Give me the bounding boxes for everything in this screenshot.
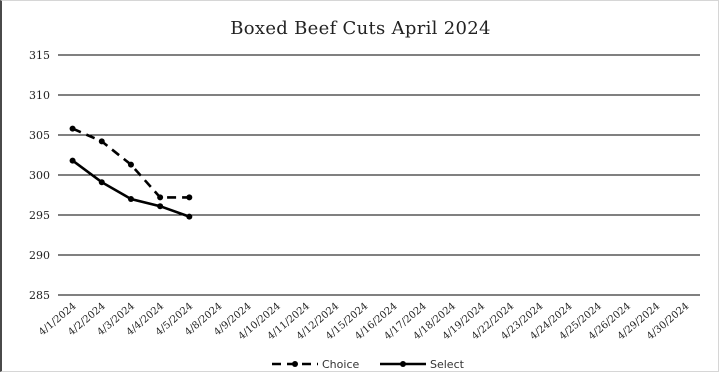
y-tick-label: 310 [29, 89, 50, 102]
y-tick-label: 290 [29, 249, 50, 262]
data-point-choice [157, 194, 164, 201]
legend-marker [400, 361, 406, 367]
series-line-select [71, 159, 190, 218]
data-point-select [69, 157, 76, 164]
legend-marker [292, 361, 298, 367]
data-point-select [127, 196, 134, 202]
y-tick-label: 300 [29, 169, 50, 182]
data-point-select [98, 179, 105, 186]
y-tick-label: 305 [29, 129, 50, 142]
y-tick-label: 315 [29, 49, 50, 62]
data-point-select [157, 203, 164, 210]
data-point-choice [69, 125, 76, 132]
legend: Choice Select [272, 358, 465, 371]
data-point-choice [127, 161, 134, 168]
series-line-choice [72, 127, 190, 199]
legend-label-choice: Choice [322, 358, 359, 371]
chart-title: Boxed Beef Cuts April 2024 [230, 18, 491, 39]
x-tick-labels: 4/1/20244/2/20244/3/20244/4/20244/5/2024… [37, 301, 691, 342]
data-point-select [186, 213, 193, 220]
y-tick-label: 285 [29, 289, 50, 302]
gridlines [58, 54, 700, 296]
series-lines [69, 125, 193, 220]
legend-label-select: Select [430, 358, 465, 371]
data-point-choice [98, 138, 105, 145]
y-tick-labels: 285 290 295 300 305 310 315 [29, 49, 50, 302]
data-point-choice [186, 194, 193, 201]
y-tick-label: 295 [29, 209, 50, 222]
